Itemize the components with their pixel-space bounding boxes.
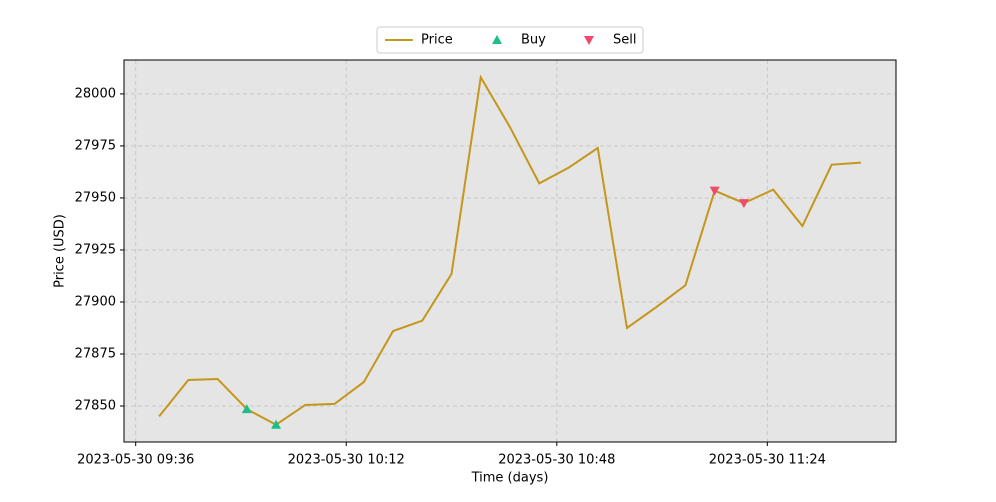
plot-area	[124, 60, 896, 442]
legend-swatch	[492, 35, 502, 44]
y-tick-label: 27900	[75, 294, 116, 309]
buy-marker	[271, 419, 282, 429]
y-axis-label: Price (USD)	[53, 214, 68, 288]
x-tick-label: 2023-05-30 10:12	[288, 453, 405, 468]
x-tick-label: 2023-05-30 09:36	[77, 453, 194, 468]
plot-frame	[123, 59, 897, 443]
x-tick-label: 2023-05-30 11:24	[709, 453, 826, 468]
y-tick-label: 27975	[75, 138, 116, 153]
y-tick-label: 27950	[75, 190, 116, 205]
legend-box	[376, 26, 644, 54]
x-axis-label: Time (days)	[471, 471, 549, 486]
sell-marker	[738, 199, 749, 209]
y-tick-label: 27925	[75, 242, 116, 257]
legend-swatch	[584, 36, 594, 45]
legend-label: Price	[421, 33, 453, 48]
y-tick-label: 27875	[75, 346, 116, 361]
y-tick-label: 28000	[75, 86, 116, 101]
legend-label: Sell	[613, 33, 636, 48]
x-tick-label: 2023-05-30 10:48	[498, 453, 615, 468]
buy-marker	[241, 404, 252, 414]
sell-marker	[709, 186, 720, 196]
y-tick-label: 27850	[75, 399, 116, 414]
legend-label: Buy	[521, 33, 546, 48]
